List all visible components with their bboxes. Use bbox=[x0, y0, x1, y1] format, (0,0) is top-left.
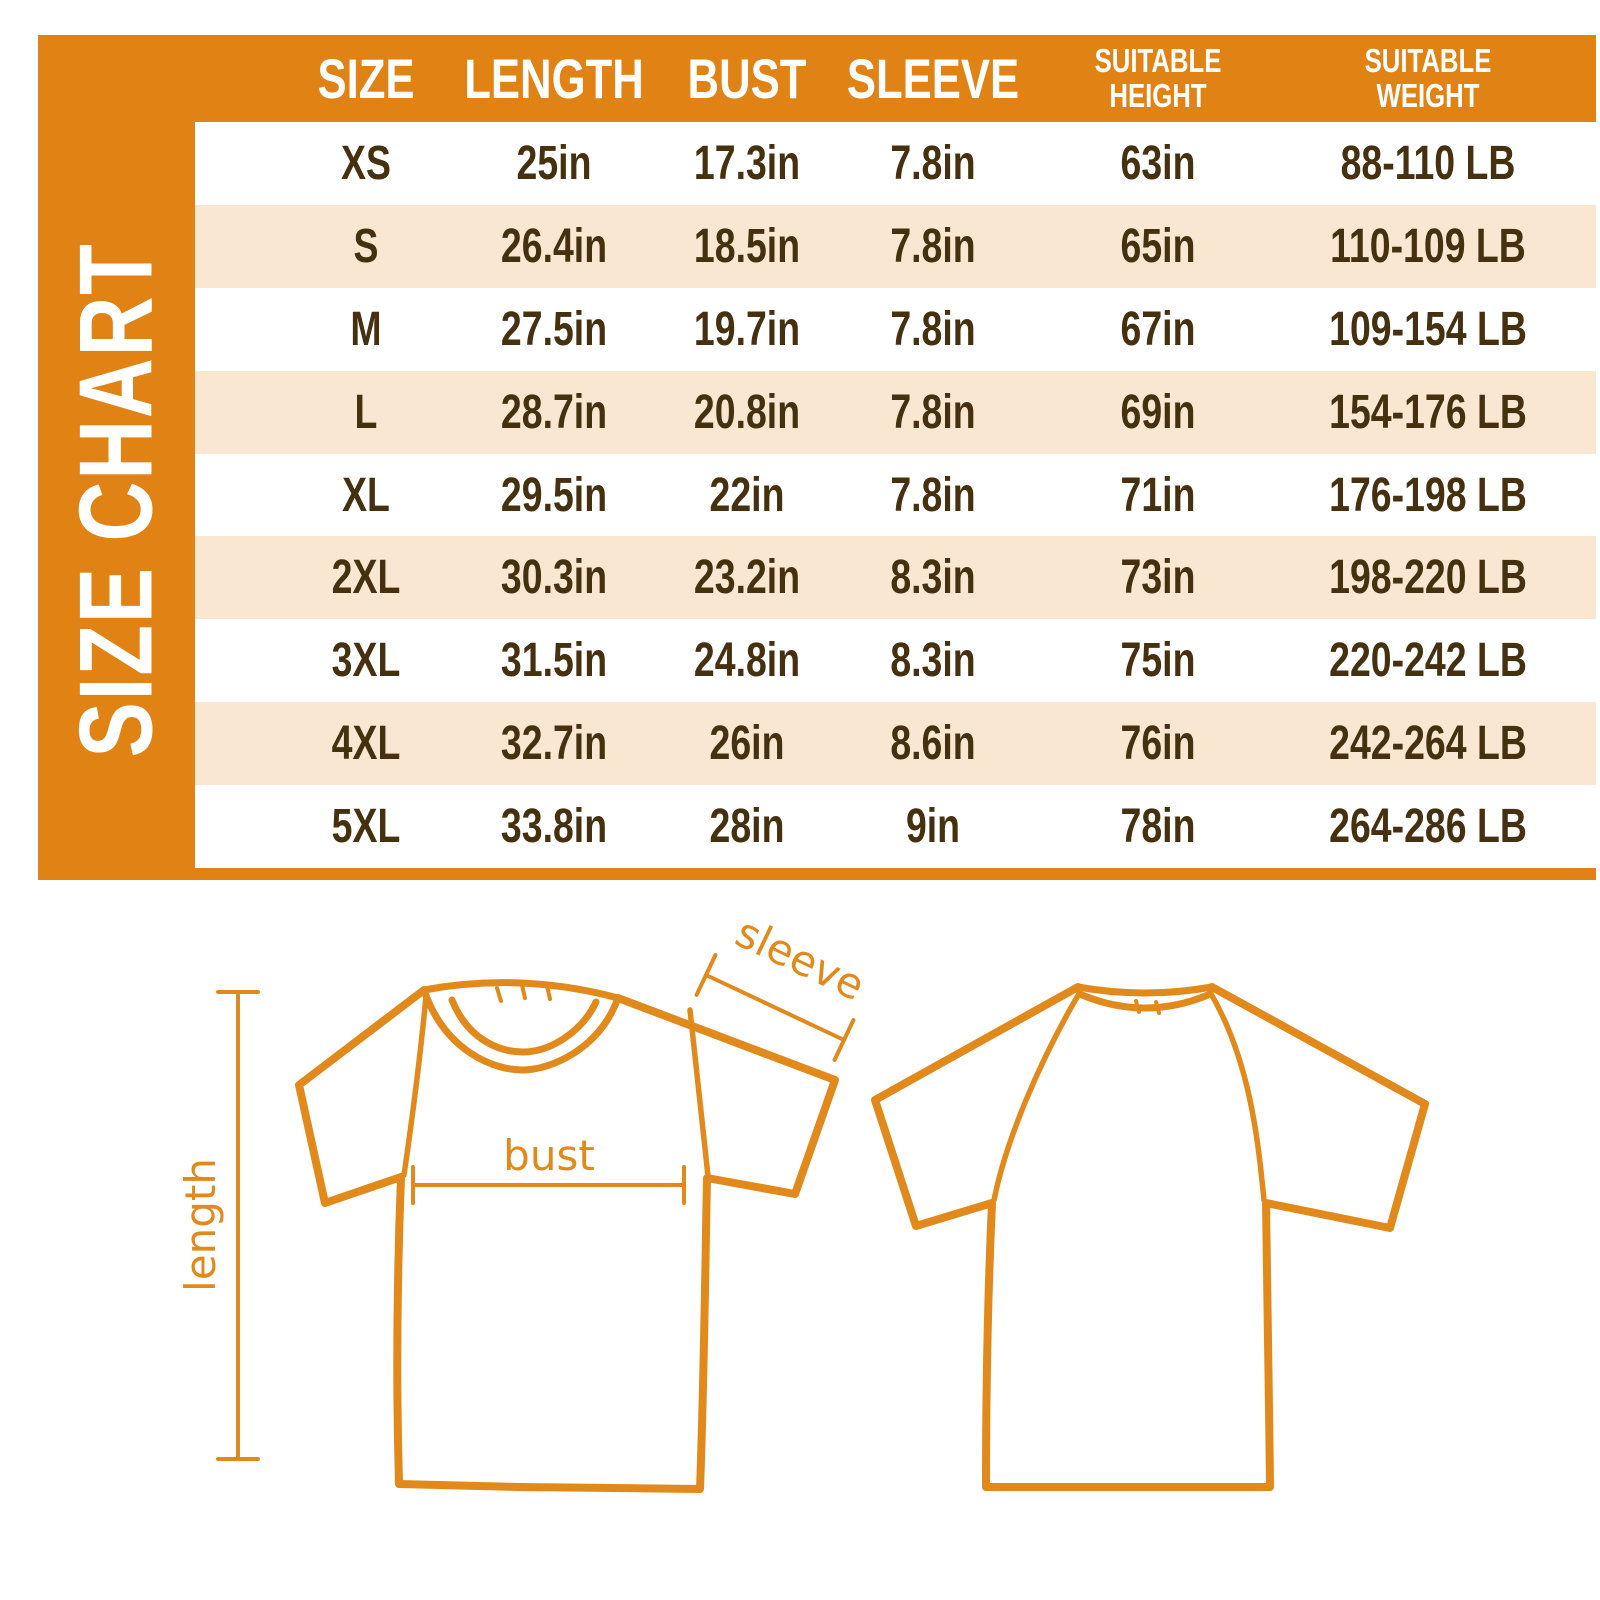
value-cell: 63in bbox=[1120, 136, 1196, 190]
size-chart-sidebar: SIZE CHART bbox=[38, 35, 195, 880]
size-cell: XL bbox=[342, 468, 390, 522]
front-collar bbox=[420, 979, 622, 1002]
value-cell: 65in bbox=[1120, 219, 1196, 273]
size-cell: 5XL bbox=[331, 800, 401, 854]
size-cell: M bbox=[350, 302, 382, 356]
front-right-armhole-seam bbox=[687, 1007, 711, 1179]
table-row: 3XL 31.5in 24.8in 8.3in 75in 220-242 LB bbox=[195, 619, 1596, 703]
bust-label: bust bbox=[503, 1131, 595, 1180]
value-cell: 28in bbox=[709, 800, 785, 854]
value-cell: 220-242 LB bbox=[1329, 634, 1527, 688]
value-cell: 18.5in bbox=[693, 219, 801, 273]
value-cell: 24.8in bbox=[693, 634, 801, 688]
back-collar-stitches bbox=[1134, 999, 1161, 1015]
column-header: BUST bbox=[687, 47, 807, 110]
table-header-row: SIZE LENGTH BUST SLEEVE SUITABLE HEIGHT SUITAB… bbox=[195, 35, 1596, 122]
table-row: 2XL 30.3in 23.2in 8.3in 73in 198-220 LB bbox=[195, 536, 1596, 620]
back-right-armhole-seam bbox=[1207, 989, 1267, 1203]
value-cell: 176-198 LB bbox=[1329, 468, 1527, 522]
value-cell: 19.7in bbox=[693, 302, 801, 356]
value-cell: 26.4in bbox=[500, 219, 608, 273]
column-header: LENGTH bbox=[464, 47, 644, 110]
value-cell: 17.3in bbox=[693, 136, 801, 190]
back-collar bbox=[1074, 983, 1216, 997]
back-shirt-outline bbox=[871, 983, 1429, 1491]
table-row: 4XL 32.7in 26in 8.6in 76in 242-264 LB bbox=[195, 702, 1596, 786]
front-collar-stitches bbox=[495, 983, 552, 1003]
value-cell: 8.3in bbox=[890, 551, 976, 605]
value-cell: 78in bbox=[1120, 800, 1196, 854]
size-cell: S bbox=[353, 219, 379, 273]
value-cell: 25in bbox=[516, 136, 592, 190]
front-left-armhole-seam bbox=[401, 993, 429, 1178]
value-cell: 88-110 LB bbox=[1340, 136, 1516, 190]
value-cell: 29.5in bbox=[500, 468, 608, 522]
size-chart-vertical-title: SIZE CHART bbox=[58, 242, 174, 758]
table-row: L 28.7in 20.8in 7.8in 69in 154-176 LB bbox=[195, 370, 1596, 454]
value-cell: 154-176 LB bbox=[1329, 385, 1527, 439]
column-header: SLEEVE bbox=[846, 47, 1020, 110]
table-row: XL 29.5in 22in 7.8in 71in 176-198 LB bbox=[195, 453, 1596, 537]
table-body: XS 25in 17.3in 7.8in 63in 88-110 LB S 26.4in 18.… bbox=[195, 122, 1596, 869]
shirt-measurement-diagram: length bust sleeve bbox=[176, 908, 1429, 1493]
value-cell: 67in bbox=[1120, 302, 1196, 356]
column-header: SUITABLE WEIGHT bbox=[1364, 41, 1492, 114]
value-cell: 20.8in bbox=[693, 385, 801, 439]
value-cell: 32.7in bbox=[500, 717, 608, 771]
value-cell: 27.5in bbox=[500, 302, 608, 356]
value-cell: 76in bbox=[1120, 717, 1196, 771]
value-cell: 7.8in bbox=[890, 468, 976, 522]
value-cell: 69in bbox=[1120, 385, 1196, 439]
size-cell: 2XL bbox=[331, 551, 401, 605]
value-cell: 71in bbox=[1120, 468, 1196, 522]
size-cell: 3XL bbox=[331, 634, 401, 688]
column-header: SUITABLE HEIGHT bbox=[1094, 41, 1222, 114]
value-cell: 30.3in bbox=[500, 551, 608, 605]
value-cell: 9in bbox=[905, 800, 961, 854]
size-cell: 4XL bbox=[331, 717, 401, 771]
value-cell: 110-109 LB bbox=[1330, 219, 1526, 273]
value-cell: 22in bbox=[709, 468, 785, 522]
size-cell: XS bbox=[341, 136, 391, 190]
value-cell: 198-220 LB bbox=[1329, 551, 1527, 605]
value-cell: 33.8in bbox=[500, 800, 608, 854]
value-cell: 8.6in bbox=[890, 717, 976, 771]
value-cell: 7.8in bbox=[890, 302, 976, 356]
table-row: S 26.4in 18.5in 7.8in 65in 110-109 LB bbox=[195, 204, 1596, 288]
table-row: 5XL 33.8in 28in 9in 78in 264-286 LB bbox=[195, 785, 1596, 869]
value-cell: 7.8in bbox=[890, 136, 976, 190]
value-cell: 28.7in bbox=[500, 385, 608, 439]
value-cell: 242-264 LB bbox=[1329, 717, 1527, 771]
value-cell: 75in bbox=[1120, 634, 1196, 688]
value-cell: 73in bbox=[1120, 551, 1196, 605]
value-cell: 23.2in bbox=[693, 551, 801, 605]
front-shirt-outline bbox=[295, 979, 839, 1493]
bust-annotation: bust bbox=[411, 1131, 686, 1205]
back-left-armhole-seam bbox=[991, 989, 1083, 1203]
table-row: M 27.5in 19.7in 7.8in 67in 109-154 LB bbox=[195, 287, 1596, 371]
column-header: SIZE bbox=[317, 47, 415, 110]
length-label: length bbox=[176, 1158, 225, 1292]
value-cell: 8.3in bbox=[890, 634, 976, 688]
table-row: XS 25in 17.3in 7.8in 63in 88-110 LB bbox=[195, 122, 1596, 205]
value-cell: 264-286 LB bbox=[1329, 800, 1527, 854]
value-cell: 7.8in bbox=[890, 385, 976, 439]
value-cell: 7.8in bbox=[890, 219, 976, 273]
value-cell: 31.5in bbox=[500, 634, 608, 688]
length-annotation: length bbox=[176, 990, 260, 1461]
value-cell: 109-154 LB bbox=[1329, 302, 1527, 356]
size-cell: L bbox=[354, 385, 378, 439]
value-cell: 26in bbox=[709, 717, 785, 771]
